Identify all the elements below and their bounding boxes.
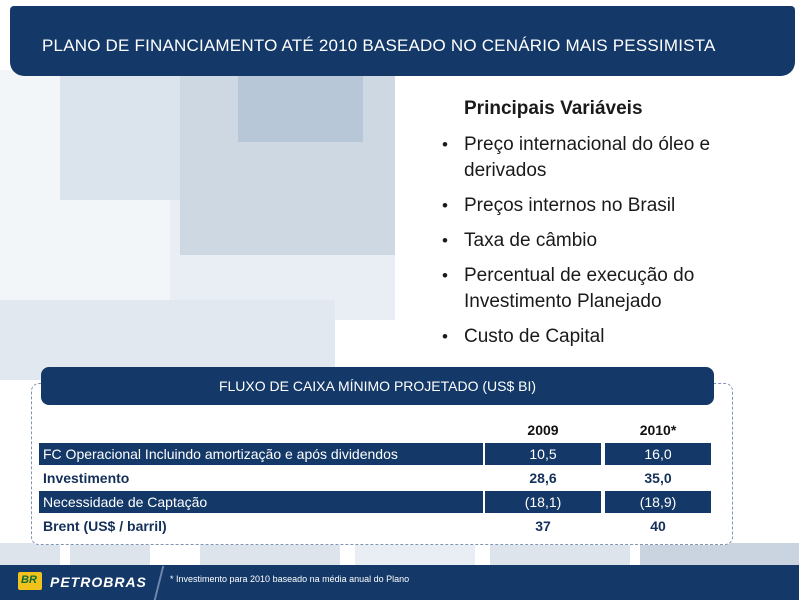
table-cell-value: 10,5 bbox=[485, 443, 601, 465]
table-cell-value: (18,9) bbox=[605, 491, 711, 513]
bullet-icon: • bbox=[442, 266, 448, 285]
table-cell-value: 37 bbox=[535, 518, 551, 534]
table-header-row: 2009 2010* bbox=[39, 419, 711, 441]
table-cell-label: Brent (US$ / barril) bbox=[43, 518, 167, 534]
background-block bbox=[238, 70, 363, 142]
table-cell-value: 28,6 bbox=[529, 470, 557, 486]
bullet-icon: • bbox=[442, 196, 448, 215]
table-cell-value: 35,0 bbox=[644, 470, 672, 486]
cash-flow-title: FLUXO DE CAIXA MÍNIMO PROJETADO (US$ BI) bbox=[41, 367, 714, 405]
brand-name: PETROBRAS bbox=[50, 574, 147, 590]
table-cell-label: FC Operacional Incluindo amortização e a… bbox=[39, 443, 483, 465]
table-header-cell bbox=[39, 419, 483, 441]
table-row: Brent (US$ / barril) 37 40 bbox=[39, 515, 711, 537]
slide-header: PLANO DE FINANCIAMENTO ATÉ 2010 BASEADO … bbox=[10, 6, 795, 76]
table-header-cell: 2010* bbox=[639, 422, 677, 438]
bullet-icon: • bbox=[442, 327, 448, 346]
table-row: Necessidade de Captação (18,1) (18,9) bbox=[39, 491, 711, 513]
list-item: • Taxa de câmbio bbox=[440, 228, 790, 254]
list-item: • Custo de Capital bbox=[440, 324, 790, 350]
footnote: * Investimento para 2010 baseado na médi… bbox=[170, 574, 410, 584]
background-block bbox=[0, 300, 335, 380]
footer-bar bbox=[0, 565, 799, 600]
list-item: • Percentual de execução do Investimento … bbox=[442, 265, 695, 312]
table-cell-label: Necessidade de Captação bbox=[39, 491, 483, 513]
bullet-icon: • bbox=[442, 135, 448, 154]
slide-title: PLANO DE FINANCIAMENTO ATÉ 2010 BASEADO … bbox=[42, 36, 716, 55]
table-cell-value: 40 bbox=[650, 518, 666, 534]
table-cell-label: Investimento bbox=[43, 470, 130, 486]
table-row: Investimento 28,6 35,0 bbox=[39, 467, 711, 489]
table-cell-value: 16,0 bbox=[605, 443, 711, 465]
key-variables-list: • Preço internacional do óleo e derivados… bbox=[440, 132, 790, 359]
table-cell-value: (18,1) bbox=[485, 491, 601, 513]
petrobras-logo-icon: BR bbox=[18, 572, 42, 590]
table-header-cell: 2009 bbox=[527, 422, 559, 438]
list-item: • Preços internos no Brasil bbox=[440, 193, 790, 219]
background-tiles bbox=[0, 543, 799, 565]
table-row: FC Operacional Incluindo amortização e a… bbox=[39, 443, 711, 465]
key-variables-title: Principais Variáveis bbox=[464, 98, 643, 119]
bullet-icon: • bbox=[442, 231, 448, 250]
list-item: • Preço internacional do óleo e derivados bbox=[442, 134, 711, 181]
